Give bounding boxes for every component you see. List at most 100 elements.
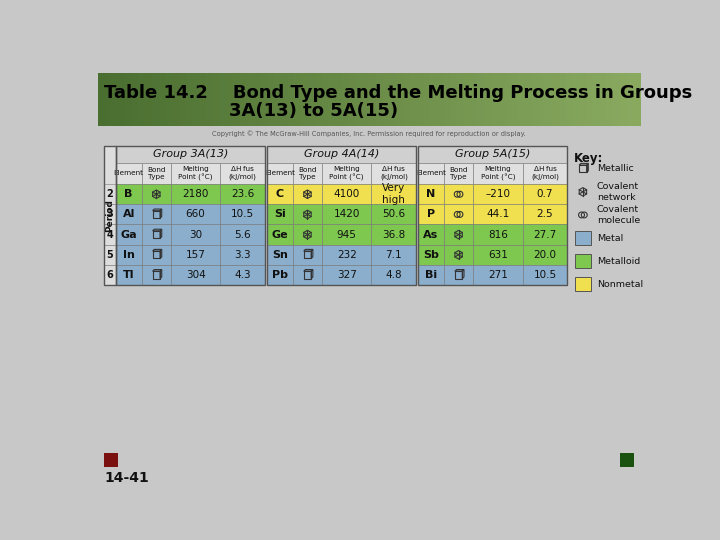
Bar [322, 265, 372, 285]
Bar [552, 72, 559, 126]
Bar [566, 72, 573, 126]
Bar [171, 163, 220, 184]
Bar [473, 184, 523, 204]
Bar [342, 72, 349, 126]
Bar [261, 72, 268, 126]
Text: C: C [276, 189, 284, 199]
Bar [213, 72, 220, 126]
Bar [166, 72, 173, 126]
Text: 36.8: 36.8 [382, 230, 405, 240]
Bar [253, 72, 261, 126]
Bar [473, 204, 523, 225]
Bar [444, 245, 473, 265]
Bar [266, 225, 293, 245]
Bar [266, 265, 293, 285]
Text: 660: 660 [186, 210, 205, 219]
Text: Element: Element [265, 171, 294, 177]
Bar [125, 72, 132, 126]
Bar [485, 72, 492, 126]
Text: 14-41: 14-41 [104, 471, 149, 485]
Bar [266, 245, 293, 265]
Text: 3: 3 [107, 210, 113, 219]
Bar [416, 72, 423, 126]
Text: 157: 157 [186, 250, 205, 260]
Bar [423, 72, 431, 126]
Bar [418, 245, 444, 265]
Bar [444, 163, 473, 184]
Bar [116, 225, 142, 245]
Bar [444, 225, 473, 245]
Bar [559, 72, 566, 126]
Text: Metallic: Metallic [597, 164, 634, 173]
Bar [457, 72, 464, 126]
Bar [390, 72, 397, 126]
Bar [266, 184, 293, 204]
Bar [116, 163, 142, 184]
Text: Ge: Ge [271, 230, 288, 240]
Bar [418, 163, 444, 184]
Bar [142, 204, 171, 225]
Bar [293, 245, 322, 265]
Bar [116, 245, 142, 265]
Bar [322, 184, 372, 204]
Text: 2180: 2180 [182, 189, 209, 199]
Bar [116, 146, 265, 163]
Bar [142, 245, 171, 265]
Bar [240, 72, 248, 126]
Bar [142, 225, 171, 245]
Text: Period: Period [105, 199, 114, 232]
Text: B: B [125, 189, 133, 199]
Bar [171, 184, 220, 204]
Text: Bond
Type: Bond Type [147, 167, 166, 180]
Text: 10.5: 10.5 [534, 270, 557, 280]
Bar [418, 184, 444, 204]
Text: 232: 232 [337, 250, 356, 260]
Bar [403, 72, 410, 126]
Bar [372, 204, 416, 225]
Bar [220, 184, 265, 204]
Bar [626, 72, 634, 126]
Bar [266, 146, 416, 285]
Bar [142, 163, 171, 184]
Bar [199, 72, 207, 126]
Bar [545, 72, 552, 126]
Text: ΔH fus
(kJ/mol): ΔH fus (kJ/mol) [229, 166, 256, 180]
Bar [116, 204, 142, 225]
Text: 945: 945 [337, 230, 356, 240]
Text: Group 5A(15): Group 5A(15) [455, 149, 531, 159]
Bar [267, 72, 274, 126]
Text: Tl: Tl [123, 270, 135, 280]
Bar [281, 72, 288, 126]
Bar [362, 72, 369, 126]
Bar [220, 245, 265, 265]
Bar [171, 265, 220, 285]
Bar [328, 72, 336, 126]
Bar [266, 204, 293, 225]
Bar [464, 72, 471, 126]
Text: 304: 304 [186, 270, 205, 280]
Bar [315, 72, 322, 126]
Bar [142, 184, 171, 204]
Bar [372, 184, 416, 204]
Bar [498, 72, 505, 126]
Text: In: In [122, 250, 135, 260]
Bar [142, 265, 171, 285]
Text: Copyright © The McGraw-Hill Companies, Inc. Permission required for reproduction: Copyright © The McGraw-Hill Companies, I… [212, 131, 526, 138]
Bar [104, 184, 116, 204]
Bar [473, 225, 523, 245]
Bar [138, 72, 145, 126]
Bar [444, 265, 473, 285]
Bar [227, 72, 234, 126]
Bar [372, 245, 416, 265]
Bar [523, 163, 567, 184]
Bar [233, 72, 240, 126]
Text: Group 4A(14): Group 4A(14) [304, 149, 379, 159]
Bar [301, 72, 308, 126]
Bar [410, 72, 417, 126]
Text: P: P [427, 210, 435, 219]
Bar [293, 225, 322, 245]
Text: 631: 631 [488, 250, 508, 260]
Text: Nonmetal: Nonmetal [597, 280, 643, 289]
Bar [586, 72, 593, 126]
Text: N: N [426, 189, 436, 199]
